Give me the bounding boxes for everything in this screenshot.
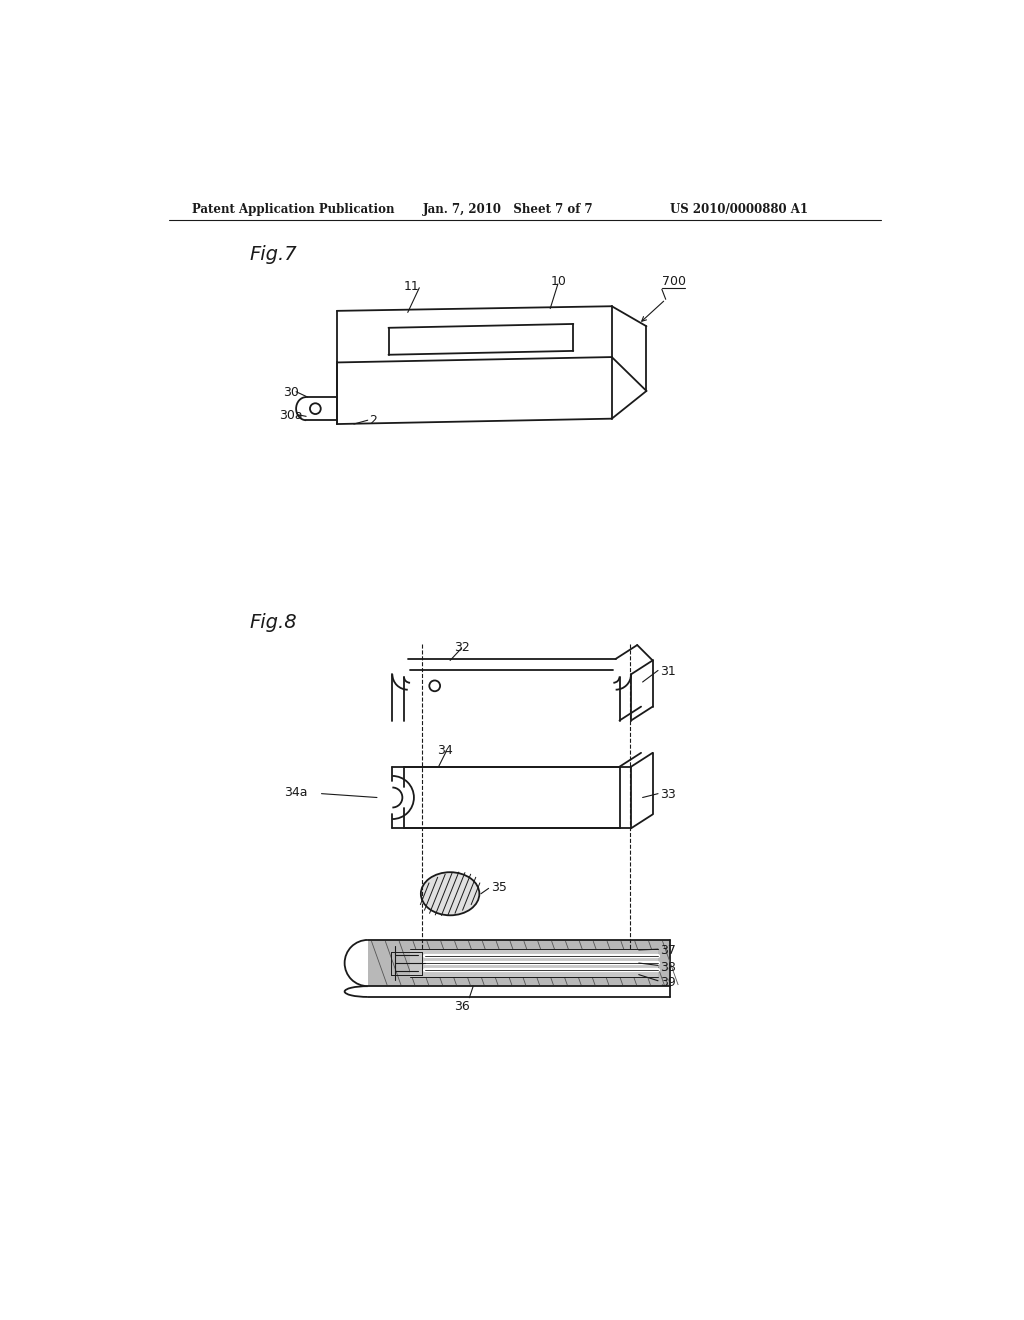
Text: 2: 2 <box>370 414 377 428</box>
Text: 30: 30 <box>283 387 299 400</box>
Text: 34a: 34a <box>285 785 308 799</box>
Polygon shape <box>368 940 670 986</box>
Text: 35: 35 <box>490 880 507 894</box>
Text: 38: 38 <box>660 961 676 974</box>
Text: 36: 36 <box>454 1001 470 1012</box>
Text: Fig.8: Fig.8 <box>250 612 298 632</box>
Text: 31: 31 <box>660 665 676 678</box>
Text: 39: 39 <box>660 977 676 989</box>
Text: 30a: 30a <box>280 409 303 422</box>
Text: 33: 33 <box>660 788 676 801</box>
Text: 34: 34 <box>437 743 453 756</box>
Text: 10: 10 <box>550 276 566 289</box>
Text: Fig.7: Fig.7 <box>250 244 298 264</box>
Text: 700: 700 <box>662 276 686 289</box>
Polygon shape <box>410 949 658 977</box>
Text: 32: 32 <box>454 642 470 655</box>
Text: Patent Application Publication: Patent Application Publication <box>193 203 394 216</box>
Text: Jan. 7, 2010   Sheet 7 of 7: Jan. 7, 2010 Sheet 7 of 7 <box>423 203 594 216</box>
Ellipse shape <box>421 873 479 915</box>
Text: 37: 37 <box>660 944 676 957</box>
Text: US 2010/0000880 A1: US 2010/0000880 A1 <box>670 203 808 216</box>
Text: 11: 11 <box>403 280 420 293</box>
